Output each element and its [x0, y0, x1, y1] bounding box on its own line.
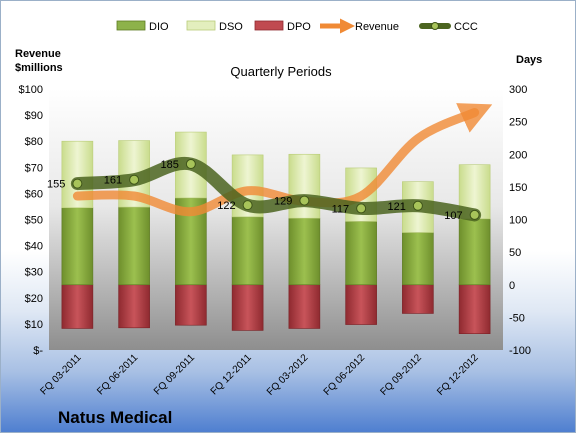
legend-swatch — [254, 20, 284, 31]
y-right-label: Days — [516, 54, 542, 66]
ccc-data-label: 122 — [217, 200, 235, 212]
ccc-data-label: 129 — [274, 196, 292, 208]
bar-dso — [288, 153, 321, 219]
x-tick-label: FQ 09-2011 — [152, 352, 197, 397]
legend-label: DPO — [287, 21, 311, 33]
left-axis-ticks: $- $10 $20 $30 $40 $50 $60 $70 $80 $90 $100 — [19, 84, 44, 357]
ccc-data-label: 155 — [47, 179, 65, 191]
ccc-data-label: 185 — [161, 159, 179, 171]
x-tick-label: FQ 09-2012 — [378, 352, 424, 398]
legend-swatch-marker — [431, 22, 439, 30]
ccc-point — [185, 159, 196, 170]
bar-dio — [61, 207, 94, 286]
bar-dpo — [288, 284, 321, 329]
revenue-line — [72, 103, 493, 217]
right-tick-label: 150 — [509, 182, 527, 194]
bar-dio — [231, 216, 264, 286]
y-left-label-line1: Revenue — [15, 48, 61, 60]
ccc-data-labels: 155 161 185 122 129 117 121 107 — [47, 159, 463, 222]
left-tick-label: $100 — [19, 84, 43, 96]
right-tick-label: 250 — [509, 117, 527, 129]
left-tick-label: $80 — [25, 136, 43, 148]
right-tick-label: 200 — [509, 149, 527, 161]
ccc-point — [129, 174, 140, 185]
legend-swatch — [116, 20, 146, 31]
ccc-point — [242, 200, 253, 211]
bar-dpo — [458, 284, 491, 334]
legend-swatch — [186, 20, 216, 31]
left-tick-label: $70 — [25, 162, 43, 174]
bar-dio — [402, 232, 434, 286]
left-tick-label: $10 — [25, 319, 43, 331]
ccc-line — [70, 156, 482, 222]
bar-dio — [345, 221, 377, 286]
right-tick-label: 0 — [509, 280, 515, 292]
left-tick-label: $60 — [25, 188, 43, 200]
x-axis-ticks: FQ 03-2011 FQ 06-2011 FQ 09-2011 FQ 12-2011… — [39, 352, 482, 398]
ccc-data-label: 121 — [388, 201, 406, 213]
right-tick-label: -100 — [509, 345, 531, 357]
ccc-point — [356, 203, 367, 214]
bar-dio — [118, 206, 150, 286]
legend-label: DIO — [149, 21, 169, 33]
right-tick-label: 100 — [509, 215, 527, 227]
left-tick-label: $90 — [25, 110, 43, 122]
left-tick-label: $30 — [25, 267, 43, 279]
ccc-data-label: 117 — [332, 203, 350, 215]
bar-dpo — [345, 284, 377, 325]
chart-title: Quarterly Periods — [230, 64, 332, 79]
bars — [61, 131, 491, 334]
legend-label: CCC — [454, 21, 478, 33]
right-tick-label: 50 — [509, 247, 521, 259]
left-tick-label: $40 — [25, 241, 43, 253]
x-tick-label: FQ 06-2012 — [322, 352, 368, 398]
bar-dio — [288, 217, 321, 286]
x-tick-label: FQ 06-2011 — [95, 352, 140, 397]
legend-label: DSO — [219, 21, 243, 33]
y-left-label-line2: $millions — [15, 62, 63, 74]
ccc-point — [72, 178, 83, 189]
bar-dpo — [61, 284, 94, 329]
ccc-point — [469, 209, 480, 220]
ccc-point — [299, 195, 310, 206]
x-tick-label: FQ 12-2012 — [435, 352, 481, 398]
right-axis-ticks: -100 -50 0 50 100 150 200 250 300 — [509, 84, 531, 357]
company-name: Natus Medical — [58, 408, 172, 427]
left-tick-label: $- — [33, 345, 43, 357]
ccc-data-label: 161 — [104, 175, 122, 187]
revenue-series — [72, 103, 493, 217]
ccc-point — [412, 200, 423, 211]
legend: DIO DSO DPO Revenue CCC — [116, 18, 478, 34]
right-tick-label: -50 — [509, 312, 525, 324]
left-tick-label: $50 — [25, 215, 43, 227]
right-tick-label: 300 — [509, 84, 527, 96]
left-tick-label: $20 — [25, 293, 43, 305]
ccc-series — [70, 156, 482, 222]
bar-dio — [458, 218, 491, 286]
x-tick-label: FQ 03-2012 — [265, 352, 311, 398]
bar-dpo — [402, 284, 434, 314]
bar-dpo — [175, 284, 207, 326]
bar-dpo — [118, 284, 150, 329]
x-tick-label: FQ 03-2011 — [39, 352, 84, 397]
legend-label: Revenue — [355, 21, 399, 33]
x-tick-label: FQ 12-2011 — [209, 352, 254, 397]
ccc-data-label: 107 — [444, 210, 462, 222]
bar-dpo — [231, 284, 264, 331]
